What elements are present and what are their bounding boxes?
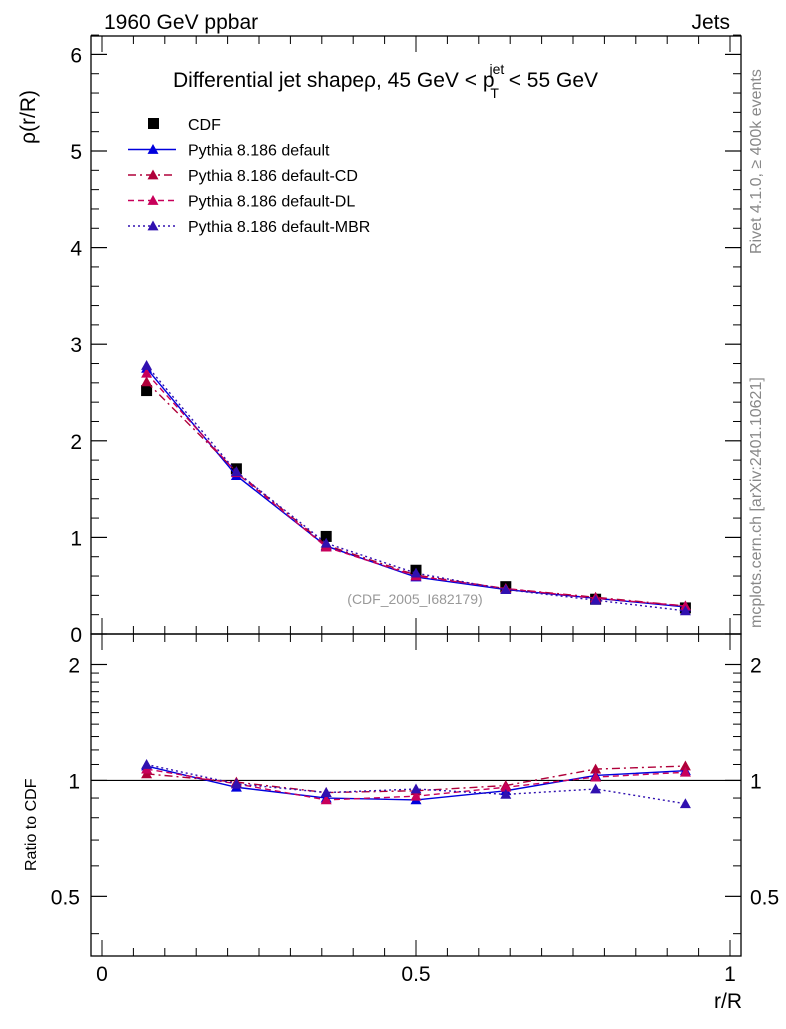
main-y-tick-label: 2 [70, 431, 82, 454]
ratio-y-axis-label: Ratio to CDF [23, 778, 40, 871]
main-y-tick-label: 6 [70, 44, 82, 67]
legend-entry-label: Pythia 8.186 default [188, 143, 330, 160]
main-y-tick-label: 1 [70, 527, 82, 550]
main-title-text: Differential jet shapeρ, 45 GeV < p [173, 69, 495, 92]
ratio-axis-ticks: 0.5 0.5 1 1 2 2 0 0.5 1 [51, 634, 779, 986]
ratio-series-marker-1 [590, 763, 602, 774]
ratio-y-tick-label: 1 [68, 770, 80, 793]
ratio-y-tick-label-right: 2 [750, 654, 762, 677]
x-axis-label: r/R [714, 990, 742, 1013]
ratio-y-tick-label: 0.5 [51, 886, 80, 909]
ratio-y-tick-label-right: 0.5 [750, 886, 779, 909]
main-series-marker-4 [410, 567, 422, 578]
main-y-tick-label: 3 [70, 334, 82, 357]
legend-entry-label: Pythia 8.186 default-DL [188, 194, 355, 211]
main-series-marker-4 [141, 359, 153, 370]
legend-marker-cdf [148, 118, 159, 129]
ratio-series-marker-2 [679, 766, 691, 777]
main-title-subscript: T [490, 85, 499, 101]
legend-marker [147, 169, 159, 180]
cdf-data-point [141, 385, 153, 397]
ratio-series-marker-1 [679, 760, 691, 771]
main-axis-ticks: 0 1 2 3 4 5 6 [70, 34, 741, 647]
legend-marker [147, 144, 159, 154]
ratio-series-marker-2 [320, 794, 332, 805]
ratio-series-marker-3 [410, 783, 422, 794]
ratio-y-tick-label: 2 [68, 654, 80, 677]
ratio-series-marker-3 [679, 798, 691, 809]
ratio-series-marker-3 [320, 787, 332, 797]
rivet-version-label: Rivet 4.1.0, ≥ 400k events [748, 69, 765, 254]
x-tick-label: 1 [724, 963, 736, 986]
main-series-marker-4 [500, 584, 512, 594]
ratio-series-marker-2 [590, 771, 602, 782]
ratio-series-marker-3 [230, 778, 242, 789]
main-series-group [141, 359, 691, 616]
main-y-tick-label: 0 [70, 624, 82, 647]
header-left-label: 1960 GeV ppbar [104, 11, 258, 34]
main-series-marker-2 [141, 376, 153, 387]
legend-marker [147, 195, 159, 205]
main-title: Differential jet shapeρ, 45 GeV < pjet T … [173, 61, 598, 101]
legend-marker [147, 220, 159, 231]
main-series-marker-4 [679, 605, 691, 616]
main-series-marker-3 [141, 367, 153, 378]
main-series-marker-4 [320, 537, 332, 548]
main-series-marker-4 [590, 594, 602, 605]
ratio-series-marker-2 [500, 781, 512, 792]
main-series-marker-4 [230, 466, 242, 477]
main-title-superscript: jet [489, 61, 505, 77]
ratio-series-group [141, 758, 691, 809]
x-tick-label: 0.5 [401, 963, 430, 986]
legend: CDF Pythia 8.186 default Pythia 8.186 defa… [128, 117, 370, 236]
mcplots-reference-label: mcplots.cern.ch [arXiv:2401.10621] [748, 377, 765, 628]
main-y-tick-label: 5 [70, 141, 82, 164]
ratio-y-tick-label-right: 1 [750, 770, 762, 793]
legend-entry-label: CDF [188, 117, 221, 134]
analysis-watermark: (CDF_2005_I682179) [347, 591, 482, 607]
main-title-tail: < 55 GeV [503, 69, 598, 92]
ratio-series-marker-3 [500, 788, 512, 799]
ratio-series-marker-3 [141, 758, 153, 769]
ratio-series-marker-3 [590, 783, 602, 794]
x-tick-label: 0 [96, 963, 108, 986]
legend-entry-label: Pythia 8.186 default-MBR [188, 219, 370, 236]
legend-entry-label: Pythia 8.186 default-CD [188, 168, 358, 185]
main-y-tick-label: 4 [70, 238, 82, 261]
ratio-series-marker-2 [410, 790, 422, 801]
main-y-axis-label: ρ(r/R) [17, 90, 40, 144]
cdf-data-point [320, 530, 332, 542]
header-right-label: Jets [691, 11, 730, 34]
